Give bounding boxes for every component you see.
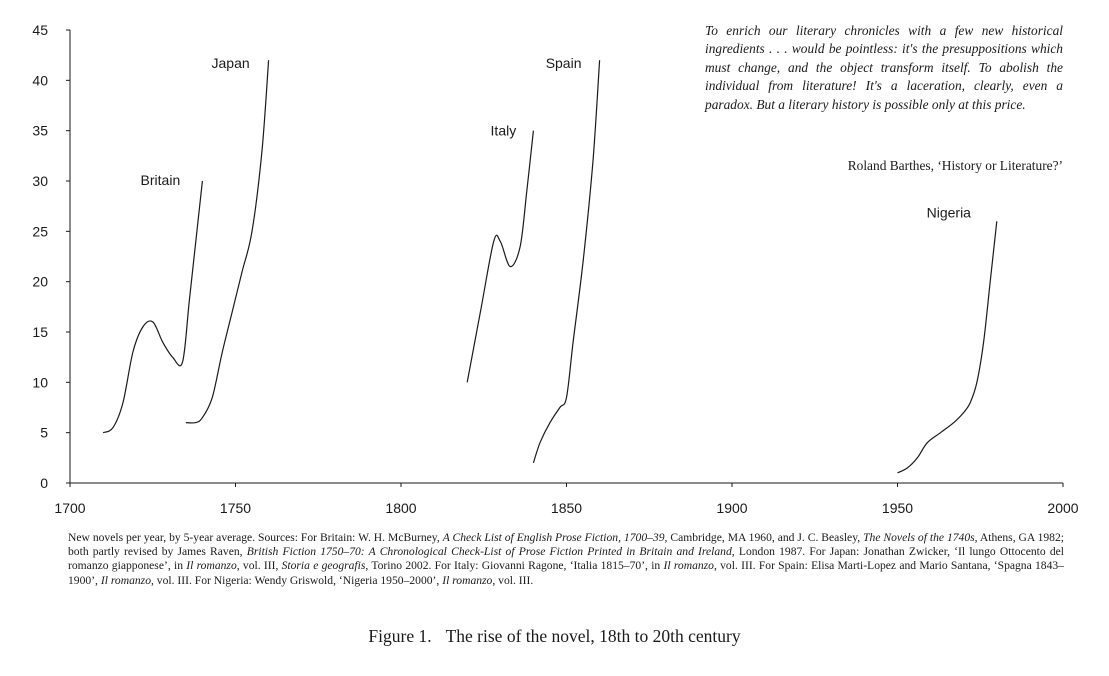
caption-raven-rest: , London 1987. For Japan: Jonathan Zwick…: [68, 545, 1065, 573]
caption-japan-mid: , vol. III,: [236, 559, 282, 573]
y-tick-label: 30: [32, 173, 48, 189]
series-group: [102, 60, 998, 474]
caption-nigeria-title: Il romanzo: [442, 573, 493, 587]
caption-britain-rest: , Cambridge, MA 1960, and J. C. Beasley,: [664, 531, 864, 544]
series-line-italy: [466, 130, 534, 383]
x-tick-label: 1900: [716, 500, 747, 516]
caption-italy-rest: , vol. III. For Spain: Elisa Marti-Lopez…: [68, 559, 1064, 587]
caption-beasley-title: The Novels of the 1740s: [863, 531, 975, 544]
caption-italy-title: Il romanzo: [663, 559, 714, 573]
figure-sources-note: New novels per year, by 5-year average. …: [68, 531, 1064, 588]
caption-nigeria-rest: , vol. III.: [492, 573, 534, 587]
epigraph-attribution: Roland Barthes, ‘History or Literature?’: [847, 158, 1063, 173]
y-tick-label: 45: [32, 22, 48, 38]
y-tick-label: 10: [32, 374, 48, 390]
x-tick-label: 1750: [220, 500, 251, 516]
x-tick-label: 1850: [551, 500, 582, 516]
caption-raven-title: British Fiction 1750–70: A Chronological…: [246, 545, 732, 559]
figure-title: The rise of the novel, 18th to 20th cent…: [445, 626, 741, 646]
y-tick-label: 15: [32, 324, 48, 340]
figure-number: Figure 1.: [368, 626, 432, 646]
figure-caption: Figure 1. The rise of the novel, 18th to …: [0, 626, 1109, 647]
series-label-italy: Italy: [491, 123, 517, 139]
axes: 1700 1750 1800 1850 1900 1950 2000 0 5 10 15 20 25 30…: [32, 22, 1078, 516]
epigraph-quote: To enrich our literary chronicles with a…: [705, 23, 1063, 112]
caption-beasley-rest: , Athens, GA 1982; both partly revised b…: [68, 531, 1064, 559]
y-tick-label: 25: [32, 223, 48, 239]
caption-japan-rest: , Torino 2002. For Italy: Giovanni Ragon…: [365, 559, 664, 573]
series-line-spain: [532, 60, 601, 464]
caption-japan-title2: Storia e geografis: [281, 559, 366, 573]
caption-spain-title: Il romanzo: [100, 573, 151, 587]
series-labels: Britain Japan Italy Spain Nigeria: [141, 55, 972, 220]
series-line-japan: [185, 60, 270, 424]
series-label-japan: Japan: [212, 55, 250, 71]
x-tick-label: 1800: [385, 500, 416, 516]
x-tick-label: 1950: [882, 500, 913, 516]
y-tick-label: 40: [32, 72, 48, 88]
caption-spain-rest: , vol. III. For Nigeria: Wendy Griswold,…: [151, 573, 443, 587]
caption-britain-title: A Check List of English Prose Fiction, 1…: [442, 531, 665, 544]
chart: 1700 1750 1800 1850 1900 1950 2000 0 5 10 15 20 25 30…: [32, 22, 1078, 516]
caption-japan-title: Il romanzo: [186, 559, 237, 573]
series-label-britain: Britain: [141, 172, 181, 188]
caption-lead: New novels per year, by 5-year average. …: [68, 531, 443, 544]
y-tick-label: 0: [40, 475, 48, 491]
x-tick-label: 1700: [54, 500, 85, 516]
y-tick-label: 5: [40, 425, 48, 441]
x-tick-label: 2000: [1047, 500, 1078, 516]
series-label-nigeria: Nigeria: [927, 204, 972, 220]
series-line-britain: [102, 180, 203, 434]
y-tick-label: 35: [32, 123, 48, 139]
series-line-nigeria: [897, 221, 998, 474]
series-label-spain: Spain: [546, 55, 582, 71]
y-tick-label: 20: [32, 274, 48, 290]
